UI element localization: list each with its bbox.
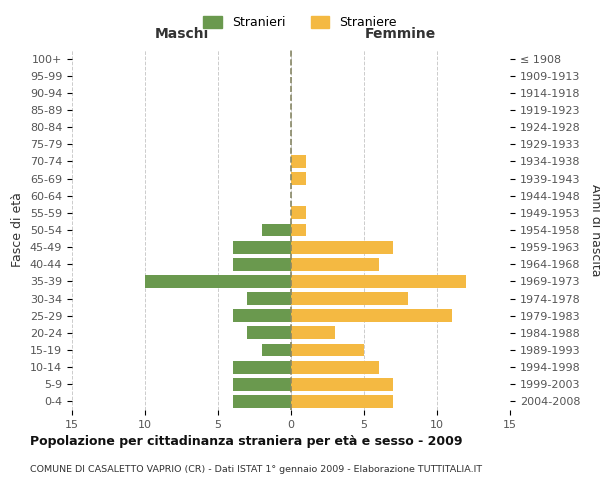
Bar	[233, 310, 291, 322]
Bar	[262, 224, 291, 236]
Text: Femmine: Femmine	[365, 28, 436, 42]
Bar	[291, 206, 305, 220]
Bar	[233, 360, 291, 374]
Bar	[291, 310, 452, 322]
Bar	[291, 258, 379, 270]
Y-axis label: Fasce di età: Fasce di età	[11, 192, 25, 268]
Text: COMUNE DI CASALETTO VAPRIO (CR) - Dati ISTAT 1° gennaio 2009 - Elaborazione TUTT: COMUNE DI CASALETTO VAPRIO (CR) - Dati I…	[30, 465, 482, 474]
Bar	[233, 240, 291, 254]
Bar	[291, 224, 305, 236]
Bar	[291, 378, 393, 390]
Bar	[233, 395, 291, 408]
Text: Popolazione per cittadinanza straniera per età e sesso - 2009: Popolazione per cittadinanza straniera p…	[30, 435, 463, 448]
Bar	[291, 155, 305, 168]
Bar	[291, 360, 379, 374]
Bar	[233, 378, 291, 390]
Bar	[291, 172, 305, 185]
Bar	[291, 275, 466, 288]
Bar	[247, 292, 291, 305]
Bar	[291, 292, 408, 305]
Bar	[247, 326, 291, 340]
Bar	[291, 240, 393, 254]
Bar	[262, 344, 291, 356]
Y-axis label: Anni di nascita: Anni di nascita	[589, 184, 600, 276]
Bar	[291, 326, 335, 340]
Text: Maschi: Maschi	[154, 28, 209, 42]
Bar	[291, 344, 364, 356]
Bar	[145, 275, 291, 288]
Bar	[233, 258, 291, 270]
Bar	[291, 395, 393, 408]
Legend: Stranieri, Straniere: Stranieri, Straniere	[198, 11, 402, 34]
